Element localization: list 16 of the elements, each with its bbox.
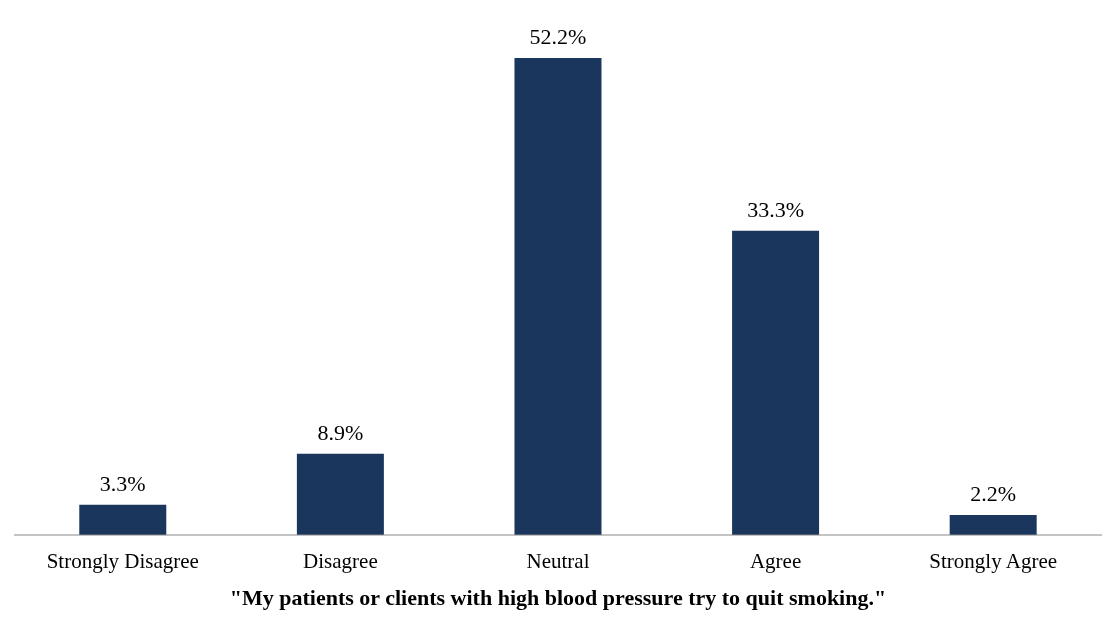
data-label: 33.3% bbox=[747, 196, 804, 222]
x-tick-label: Strongly Agree bbox=[929, 548, 1058, 573]
bar bbox=[296, 453, 384, 535]
x-tick-label: Disagree bbox=[303, 548, 378, 573]
x-axis-title: "My patients or clients with high blood pressure try to quit smoking." bbox=[229, 585, 887, 610]
x-tick-label: Neutral bbox=[526, 548, 590, 573]
data-label: 3.3% bbox=[99, 470, 146, 496]
x-tick-label: Strongly Disagree bbox=[46, 548, 199, 573]
bar bbox=[514, 58, 602, 535]
data-label: 2.2% bbox=[970, 480, 1017, 506]
x-tick-label: Agree bbox=[749, 548, 802, 573]
data-label: 8.9% bbox=[317, 419, 364, 445]
data-label: 52.2% bbox=[529, 24, 587, 49]
bar bbox=[732, 230, 820, 535]
bar bbox=[949, 514, 1037, 535]
bar bbox=[79, 504, 167, 535]
